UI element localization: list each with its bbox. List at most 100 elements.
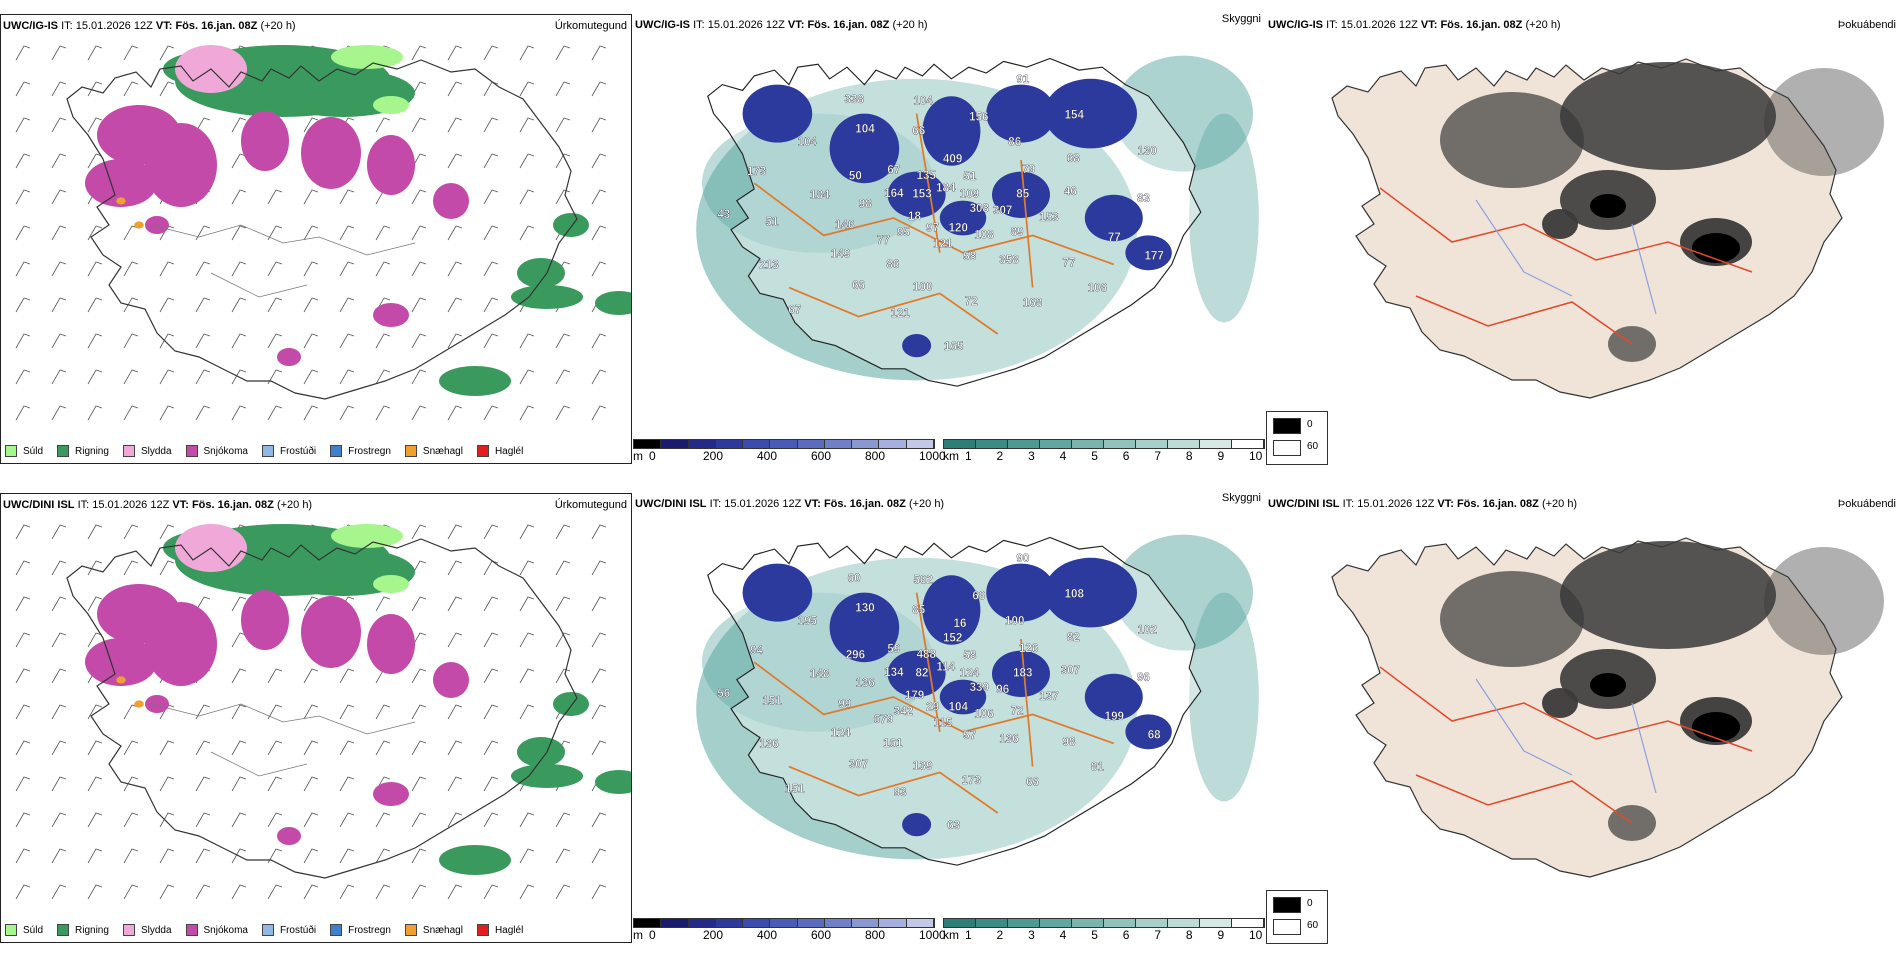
wind-barb xyxy=(483,740,499,756)
snow-area xyxy=(277,348,301,366)
scale-unit: km xyxy=(943,449,959,463)
low-visibility-area xyxy=(986,84,1056,143)
wind-barb xyxy=(555,848,571,864)
rain-area xyxy=(439,845,512,875)
snow-area xyxy=(367,614,415,674)
wind-barb xyxy=(555,333,571,349)
vt-value: Fös. 16.jan. 08Z xyxy=(807,19,890,31)
visibility-value-label: 308 xyxy=(970,202,990,215)
wind-barb xyxy=(51,261,67,277)
visibility-value-label: 104 xyxy=(798,136,818,149)
scale-tick-label: 10 xyxy=(1249,449,1263,463)
visibility-value-label: 121 xyxy=(933,238,953,251)
wind-barb xyxy=(51,297,67,313)
legend-swatch xyxy=(185,445,198,457)
wind-barb xyxy=(15,524,31,540)
wind-barb xyxy=(87,776,103,792)
wind-barb xyxy=(447,524,463,540)
legend-label: Snæhagl xyxy=(422,924,463,936)
visibility-value-label: 82 xyxy=(916,666,929,679)
fog-label-low: 0 xyxy=(1307,898,1313,909)
wind-barb xyxy=(87,333,103,349)
wind-barb xyxy=(447,884,463,900)
colorbar-segment xyxy=(1040,919,1072,927)
wind-barb xyxy=(519,704,535,720)
wind-barb xyxy=(159,297,175,313)
visibility-field xyxy=(1113,534,1253,651)
panel-header: UWC/IG-IS IT: 15.01.2026 12Z VT: Fös. 16… xyxy=(1268,18,1896,32)
wind-barb xyxy=(87,704,103,720)
scale-tick-label: 0 xyxy=(649,928,656,942)
visibility-value-label: 151 xyxy=(785,782,805,795)
wind-barb xyxy=(231,668,247,684)
legend-swatch xyxy=(261,445,274,457)
wind-barb xyxy=(87,740,103,756)
wind-barb xyxy=(267,884,283,900)
visibility-value-label: 126 xyxy=(1019,642,1039,655)
wind-barb xyxy=(591,524,607,540)
wind-barb xyxy=(339,812,355,828)
visibility-value-label: 51 xyxy=(963,170,976,183)
drizzle-area xyxy=(331,524,403,548)
colorbar-segment xyxy=(770,440,798,448)
visibility-value-label: 72 xyxy=(965,295,978,308)
wind-barb xyxy=(231,740,247,756)
low-visibility-area xyxy=(829,113,900,184)
wind-barb xyxy=(591,261,607,277)
wind-barb xyxy=(375,333,391,349)
wind-barb xyxy=(51,812,67,828)
wind-barb xyxy=(123,261,139,277)
wind-barb xyxy=(555,405,571,421)
wind-barb xyxy=(51,405,67,421)
wind-barb xyxy=(447,81,463,97)
visibility-value-label: 109 xyxy=(960,187,980,200)
road-network xyxy=(150,224,416,298)
low-visibility-area xyxy=(1044,557,1137,628)
visibility-value-label: 100 xyxy=(1005,614,1024,627)
visibility-value-label: 296 xyxy=(846,649,866,662)
snow-area xyxy=(85,159,157,207)
panel-title: Úrkomutegund xyxy=(554,499,627,511)
wind-barb xyxy=(123,776,139,792)
visibility-value-label: 18 xyxy=(908,210,921,223)
wind-barb xyxy=(591,848,607,864)
wind-barb xyxy=(339,884,355,900)
wind-barb xyxy=(447,596,463,612)
wind-barb xyxy=(375,261,391,277)
wind-barb xyxy=(159,740,175,756)
wind-barb xyxy=(483,297,499,313)
wind-barb xyxy=(51,704,67,720)
colorbar-segment xyxy=(1040,440,1072,448)
visibility-value-label: 307 xyxy=(993,204,1012,217)
visibility-value-label: 50 xyxy=(849,170,862,183)
wind-barb xyxy=(123,884,139,900)
visibility-panel: UWC/DINI ISL IT: 15.01.2026 12Z VT: Fös.… xyxy=(633,492,1265,958)
wind-barb xyxy=(447,153,463,169)
wind-barb xyxy=(591,668,607,684)
wind-barb xyxy=(447,560,463,576)
legend-item: Snjókoma xyxy=(185,445,248,457)
fog-swatch-dark xyxy=(1273,418,1301,434)
wind-barb xyxy=(519,848,535,864)
precip-type-map xyxy=(15,524,631,900)
wind-barb xyxy=(231,369,247,385)
low-visibility-area xyxy=(902,813,932,837)
colorbar-segment xyxy=(770,919,798,927)
wind-barb xyxy=(447,632,463,648)
visibility-scale: km 1 2 3 4 5 6 7 8 9 10 xyxy=(943,918,1265,952)
map-group xyxy=(1331,58,1884,399)
legend-label: Haglél xyxy=(494,445,524,457)
wind-barb xyxy=(447,704,463,720)
wind-barb xyxy=(483,884,499,900)
visibility-value-label: 342 xyxy=(894,705,913,718)
wind-barb xyxy=(159,812,175,828)
visibility-value-label: 137 xyxy=(1039,690,1058,703)
legend-item: Snjókoma xyxy=(185,924,248,936)
wind-barb xyxy=(15,189,31,205)
colorbar-segment xyxy=(1104,440,1136,448)
wind-barb xyxy=(411,189,427,205)
visibility-value-label: 106 xyxy=(974,707,994,720)
scale-tick-label: 8 xyxy=(1185,928,1193,942)
fog-legend: 0 60 xyxy=(1266,890,1328,944)
low-visibility-area xyxy=(922,96,981,166)
